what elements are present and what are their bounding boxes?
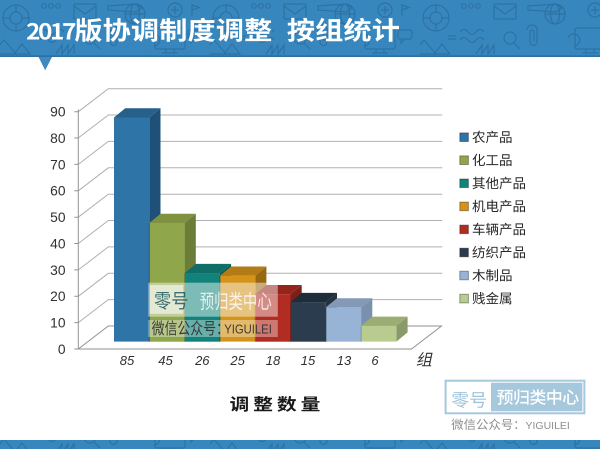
svg-text:18: 18	[266, 353, 281, 368]
svg-text:60: 60	[50, 184, 66, 199]
svg-text:30: 30	[50, 263, 66, 278]
svg-text:40: 40	[50, 236, 66, 251]
svg-text:90: 90	[50, 105, 66, 120]
svg-text:80: 80	[50, 131, 66, 146]
svg-text:13: 13	[337, 353, 352, 368]
svg-text:YIGUILEI: YIGUILEI	[526, 420, 570, 432]
svg-text:25: 25	[229, 353, 245, 368]
svg-text:50: 50	[50, 210, 66, 225]
svg-text:85: 85	[120, 353, 135, 368]
svg-text:YIGUILEI: YIGUILEI	[224, 321, 272, 336]
svg-text:0: 0	[58, 342, 66, 357]
svg-text:10: 10	[50, 316, 66, 331]
svg-text:26: 26	[194, 353, 210, 368]
svg-text:15: 15	[301, 353, 316, 368]
svg-text:6: 6	[371, 353, 379, 368]
svg-text:70: 70	[50, 157, 66, 172]
svg-text:20: 20	[50, 289, 66, 304]
svg-text:45: 45	[158, 353, 173, 368]
